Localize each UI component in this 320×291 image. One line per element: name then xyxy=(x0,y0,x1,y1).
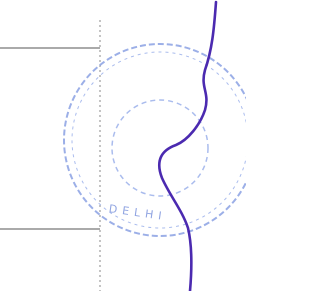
page-background xyxy=(0,0,246,291)
document-fragment: DELHI xyxy=(0,0,246,291)
